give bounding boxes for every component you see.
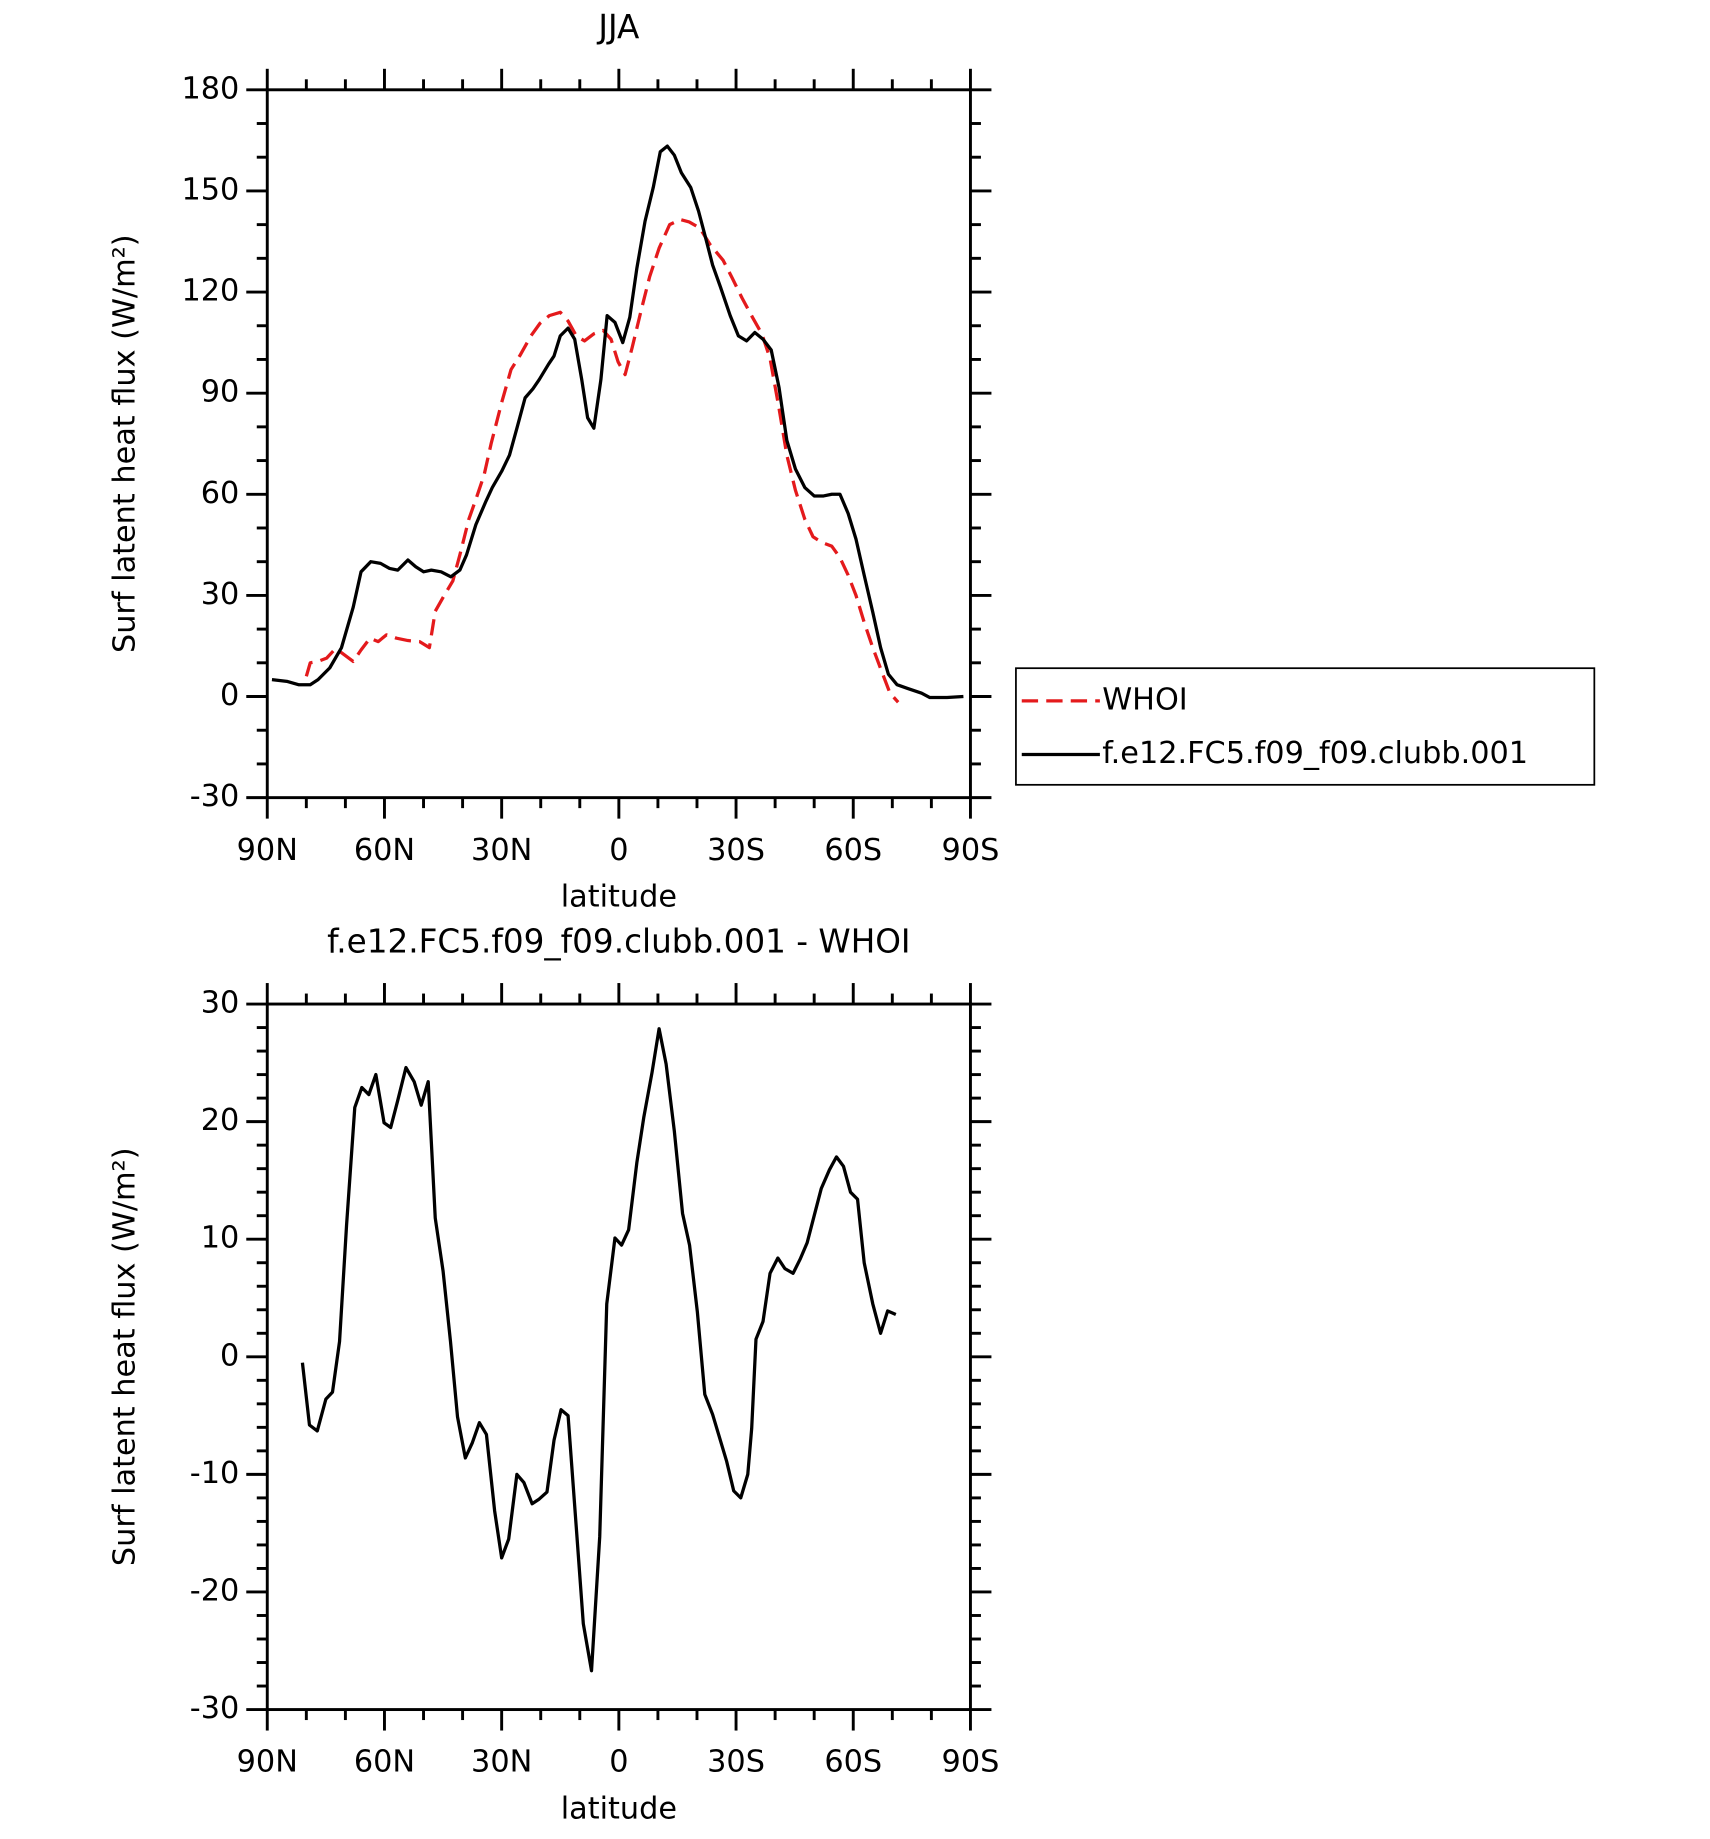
x-tick-label: 0: [609, 833, 628, 868]
data-line: [304, 217, 900, 704]
y-tick-label: 180: [181, 71, 239, 106]
y-tick-label: 150: [181, 172, 239, 207]
legend-box: [1015, 667, 1596, 786]
legend-label: WHOI: [1102, 682, 1188, 717]
x-tick-label: 30N: [471, 1745, 532, 1780]
y-tick-label: 0: [220, 678, 239, 713]
y-tick-label: 30: [201, 577, 240, 612]
x-tick-label: 0: [609, 1745, 628, 1780]
y-axis-label: Surf latent heat flux (W/m²): [108, 234, 143, 653]
y-tick-label: -20: [190, 1573, 239, 1608]
x-tick-label: 60N: [354, 1745, 415, 1780]
x-tick-label: 90S: [942, 833, 1000, 868]
x-tick-label: 90N: [237, 833, 298, 868]
data-line: [300, 1027, 897, 1673]
y-tick-label: -30: [190, 1691, 239, 1726]
chart-title: JJA: [596, 8, 640, 46]
data-line: [271, 144, 964, 700]
plot-frame: [265, 88, 972, 800]
chart-title: f.e12.FC5.f09_f09.clubb.001 - WHOI: [327, 922, 910, 960]
y-tick-label: 60: [201, 476, 240, 511]
y-axis-label: Surf latent heat flux (W/m²): [108, 1147, 143, 1566]
legend-label: f.e12.FC5.f09_f09.clubb.001: [1102, 736, 1528, 771]
y-tick-label: 90: [201, 375, 240, 410]
x-tick-label: 60N: [354, 833, 415, 868]
plot-frame: [265, 1002, 972, 1712]
x-axis-label: latitude: [561, 879, 677, 914]
y-tick-label: 120: [181, 274, 239, 309]
x-tick-label: 90N: [237, 1745, 298, 1780]
x-tick-label: 30S: [707, 1745, 765, 1780]
x-tick-label: 30S: [707, 833, 765, 868]
y-tick-label: 0: [220, 1338, 239, 1373]
x-tick-label: 90S: [942, 1745, 1000, 1780]
x-axis-label: latitude: [561, 1791, 677, 1826]
y-tick-label: -30: [190, 779, 239, 814]
y-tick-label: 10: [201, 1221, 240, 1256]
x-tick-label: 30N: [471, 833, 532, 868]
y-tick-label: 30: [201, 986, 240, 1021]
x-tick-label: 60S: [824, 833, 882, 868]
y-tick-label: 20: [201, 1103, 240, 1138]
y-tick-label: -10: [190, 1456, 239, 1491]
x-tick-label: 60S: [824, 1745, 882, 1780]
